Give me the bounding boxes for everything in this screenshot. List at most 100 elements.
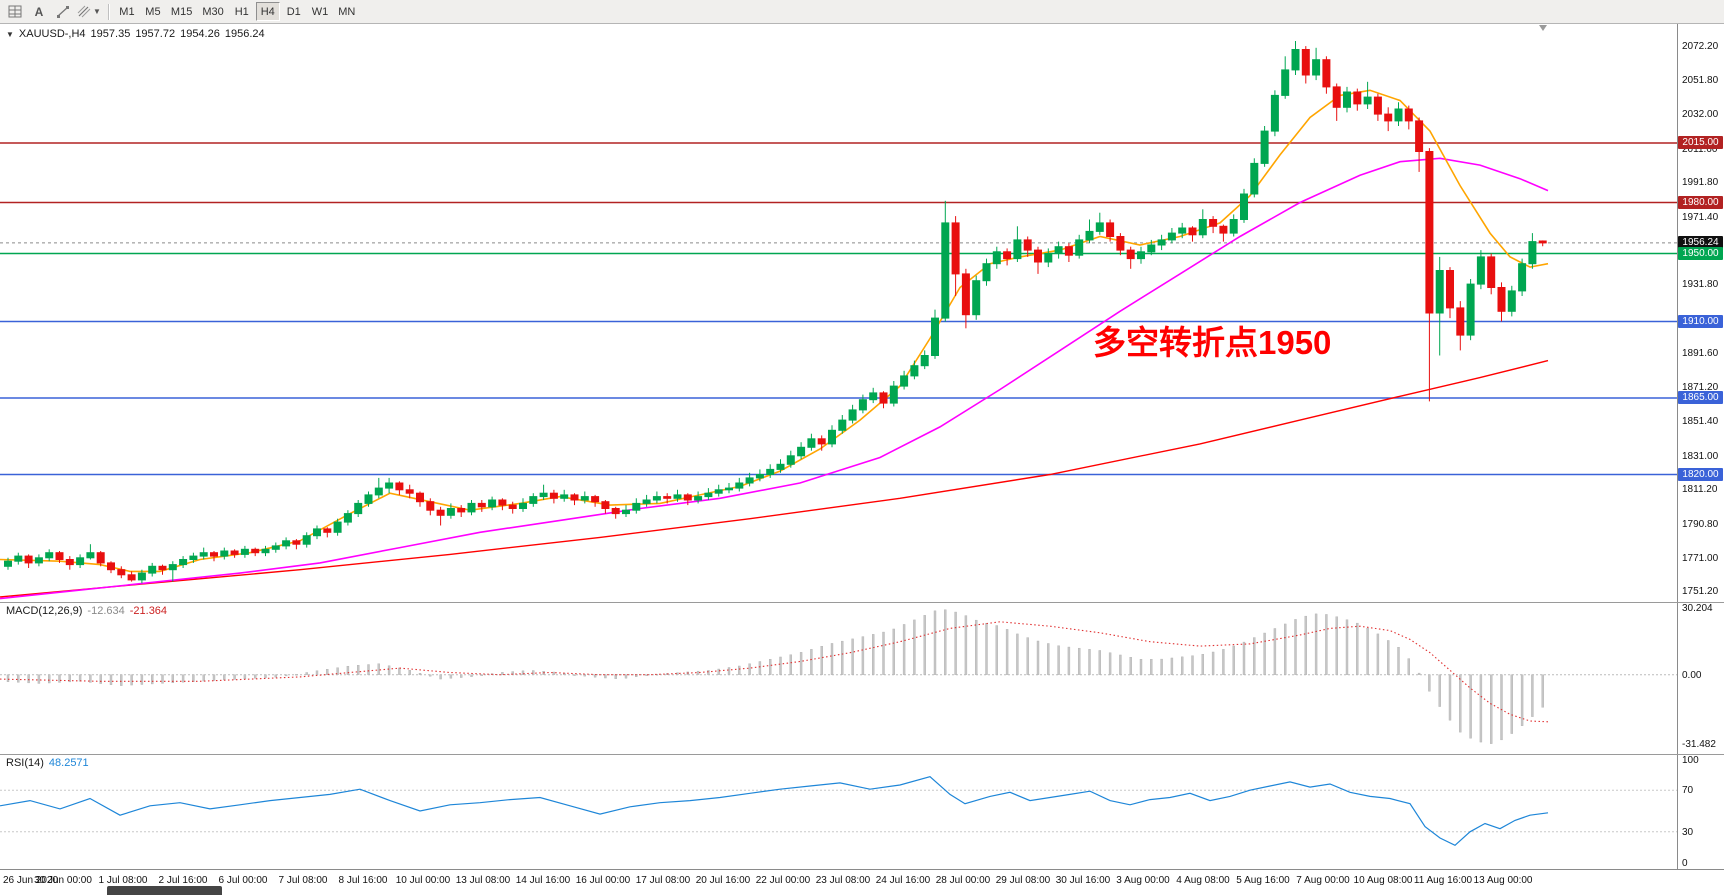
price-badge-1950.00: 1950.00 (1678, 247, 1723, 260)
price-tick-label: 1891.60 (1682, 348, 1719, 359)
price-badge-2015.00: 2015.00 (1678, 136, 1723, 149)
trendline-tool-button[interactable] (52, 2, 74, 22)
price-tick-label: 1931.80 (1682, 279, 1719, 290)
rsi-tick-label: 30 (1682, 827, 1694, 838)
low-value: 1954.26 (180, 28, 220, 40)
timeframe-button-W1[interactable]: W1 (311, 5, 329, 18)
time-tick-label: 2 Jul 16:00 (158, 875, 208, 886)
rsi-axis[interactable]: 100 70 30 0 (1677, 754, 1724, 869)
open-value: 1957.35 (90, 28, 131, 40)
price-tick-label: 2051.80 (1682, 75, 1719, 86)
price-badge-1820.00: 1820.00 (1678, 468, 1723, 481)
time-tick-label: 29 Jul 08:00 (995, 875, 1051, 886)
timeframe-button-M15[interactable]: M15 (170, 5, 193, 18)
price-tick-label: 1771.00 (1682, 553, 1719, 564)
time-tick-label: 24 Jul 16:00 (875, 875, 931, 886)
rsi-header: RSI(14) 48.2571 (6, 757, 94, 769)
chevron-down-icon: ▼ (93, 7, 101, 16)
high-value: 1957.72 (135, 28, 176, 40)
macd-indicator-panel: MACD(12,26,9) -12.634 -21.364 (0, 602, 1677, 754)
collapse-chart-icon[interactable]: ▼ (6, 30, 14, 39)
macd-header: MACD(12,26,9) -12.634 -21.364 (6, 605, 172, 617)
price-tick-label: 2011.60 (1682, 144, 1718, 155)
time-tick-label: 8 Jul 16:00 (338, 875, 388, 886)
time-tick-label: 10 Aug 08:00 (1353, 875, 1413, 886)
rsi-canvas (0, 776, 1677, 847)
macd-signal-value: -21.364 (129, 605, 168, 617)
time-tick-label: 30 Jul 16:00 (1055, 875, 1111, 886)
macd-main-value: -12.634 (87, 605, 125, 617)
time-tick-label: 13 Jul 08:00 (455, 875, 511, 886)
time-tick-label: 28 Jul 00:00 (935, 875, 991, 886)
rsi-tick-label: 70 (1682, 785, 1694, 796)
rsi-label: RSI(14) (6, 757, 44, 769)
time-tick-label: 16 Jul 00:00 (575, 875, 631, 886)
text-annotation-1950[interactable]: 多空转折点1950 (1093, 324, 1332, 361)
rsi-tick-label: 100 (1682, 755, 1699, 766)
toolbar-separator (107, 3, 109, 20)
panel-divider[interactable] (0, 754, 1724, 755)
price-badge-1910.00: 1910.00 (1678, 315, 1723, 328)
time-tick-label: 26 Jun 2020 (3, 875, 59, 886)
time-tick-label: 11 Aug 16:00 (1413, 875, 1473, 886)
timeframe-button-MN[interactable]: MN (338, 5, 356, 18)
time-tick-label: 17 Jul 08:00 (635, 875, 691, 886)
macd-tick-label: -31.482 (1682, 739, 1716, 750)
price-badge-1980.00: 1980.00 (1678, 196, 1723, 209)
time-tick-label: 4 Aug 08:00 (1176, 875, 1230, 886)
price-tick-label: 1831.00 (1682, 451, 1719, 462)
time-tick-label: 10 Jul 00:00 (395, 875, 451, 886)
chart-toolbar: A ▼ M1 M5 M15 M30 H1 H4 D1 W1 MN (0, 0, 1724, 24)
ma-mid-magenta-line (0, 157, 1549, 600)
macd-label: MACD(12,26,9) (6, 605, 83, 617)
chart-shift-marker[interactable] (1539, 25, 1547, 31)
time-tick-label: 7 Jul 08:00 (278, 875, 328, 886)
timeframe-button-M1[interactable]: M1 (119, 5, 135, 18)
grid-tool-button[interactable] (4, 2, 26, 22)
macd-histogram (6, 609, 1544, 744)
trendline-icon (57, 6, 69, 18)
time-tick-label: 30 Jun 00:00 (34, 875, 92, 886)
background-window-fragment (107, 886, 222, 895)
time-tick-label: 22 Jul 00:00 (755, 875, 811, 886)
price-tick-label: 1871.20 (1682, 382, 1719, 393)
timeframe-button-H1[interactable]: H1 (234, 5, 249, 18)
time-tick-label: 7 Aug 00:00 (1296, 875, 1350, 886)
price-chart-panel: ▼ XAUUSD-,H4 1957.35 1957.72 1954.26 1956.24 … (0, 24, 1677, 602)
time-tick-label: 1 Jul 08:00 (98, 875, 148, 886)
price-badge-1865.00: 1865.00 (1678, 391, 1723, 404)
time-axis[interactable]: 26 Jun 2020 30 Jun 00:00 1 Jul 08:00 2 Jul … (0, 869, 1724, 895)
objects-dropdown-button[interactable]: ▼ (76, 2, 102, 22)
price-tick-label: 2072.20 (1682, 41, 1719, 52)
price-chart-canvas (0, 41, 1677, 600)
macd-canvas (0, 609, 1677, 744)
panel-divider[interactable] (0, 602, 1724, 603)
macd-tick-label: 30.204 (1682, 603, 1713, 614)
macd-tick-label: 0.00 (1682, 670, 1702, 681)
time-tick-label: 6 Jul 00:00 (218, 875, 268, 886)
timeframe-button-H4[interactable]: H4 (255, 2, 280, 21)
text-tool-button[interactable]: A (34, 4, 44, 19)
time-tick-label: 20 Jul 16:00 (695, 875, 751, 886)
time-tick-label: 23 Jul 08:00 (815, 875, 871, 886)
price-tick-label: 1751.20 (1682, 586, 1719, 597)
macd-axis[interactable]: 30.204 0.00 -31.482 (1677, 602, 1724, 754)
timeframe-button-D1[interactable]: D1 (286, 5, 301, 18)
price-tick-label: 1790.80 (1682, 519, 1719, 530)
time-tick-label: 5 Aug 16:00 (1236, 875, 1290, 886)
pitchfork-icon (77, 5, 91, 18)
rsi-indicator-panel: RSI(14) 48.2571 (0, 754, 1677, 869)
candles-layer (4, 41, 1547, 584)
rsi-line (0, 776, 1549, 847)
close-value: 1956.24 (224, 28, 265, 40)
time-tick-label: 13 Aug 00:00 (1473, 875, 1533, 886)
price-badge-1956.24: 1956.24 (1678, 236, 1723, 249)
timeframe-button-M5[interactable]: M5 (145, 5, 161, 18)
time-tick-label: 14 Jul 16:00 (515, 875, 571, 886)
time-tick-label: 3 Aug 00:00 (1116, 875, 1170, 886)
timeframe-group: M1 M5 M15 M30 H1 H4 D1 W1 MN (114, 2, 360, 21)
price-axis[interactable]: 2072.20 2051.80 2032.00 2011.60 1991.80 1971.… (1677, 24, 1724, 602)
timeframe-button-M30[interactable]: M30 (202, 5, 224, 18)
ma-slow-red-line (0, 359, 1549, 598)
